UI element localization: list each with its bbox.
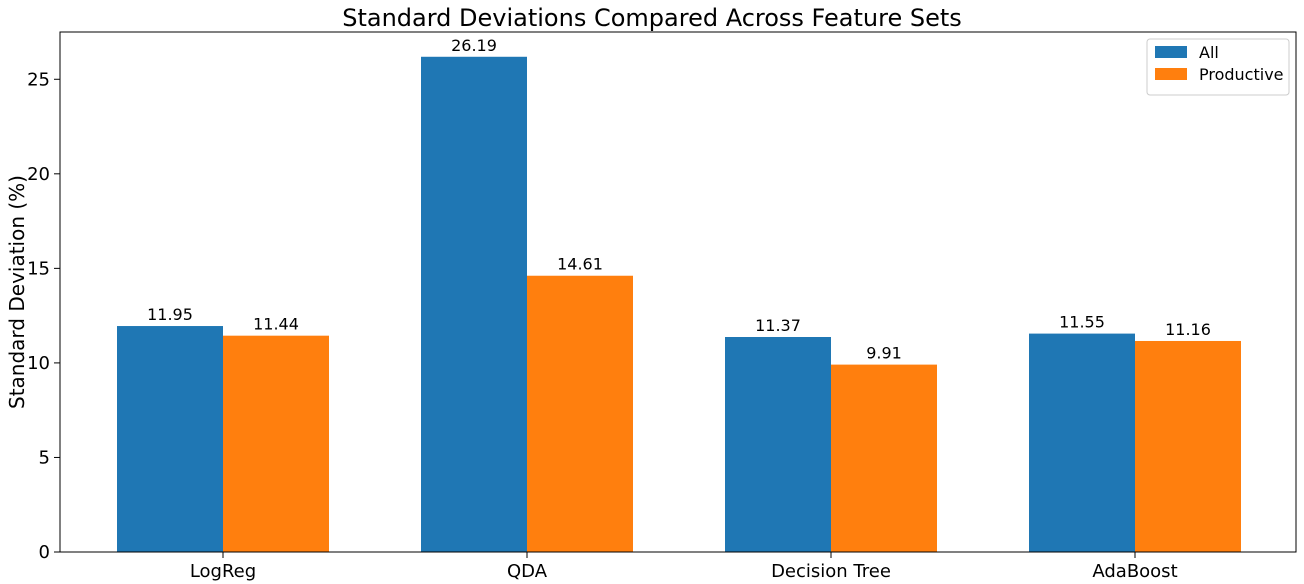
x-axis-ticks: LogReg QDA Decision Tree AdaBoost: [190, 552, 1178, 582]
y-tick-label: 25: [27, 69, 50, 90]
y-tick-label: 15: [27, 258, 50, 279]
data-label: 11.16: [1165, 320, 1211, 339]
bars-group: [117, 56, 1241, 553]
legend-label: All: [1199, 43, 1219, 62]
y-tick-label: 20: [27, 164, 50, 185]
bar-productive-adaboost: [1135, 340, 1241, 552]
y-axis-label: Standard Deviation (%): [5, 175, 29, 409]
bar-all-qda: [421, 56, 527, 553]
bar-productive-logreg: [223, 335, 329, 552]
legend-label: Productive: [1199, 65, 1284, 84]
y-tick-label: 0: [39, 542, 50, 563]
data-label: 11.55: [1059, 313, 1105, 332]
bar-productive-decision-tree: [831, 364, 937, 552]
chart-title: Standard Deviations Compared Across Feat…: [342, 4, 962, 32]
data-label: 11.37: [755, 316, 801, 335]
x-tick-label: LogReg: [190, 561, 256, 582]
bar-all-logreg: [117, 326, 223, 552]
data-label: 9.91: [866, 344, 902, 363]
bar-all-adaboost: [1029, 333, 1135, 552]
legend-swatch: [1155, 68, 1187, 80]
y-tick-label: 10: [27, 353, 50, 374]
data-label: 11.44: [253, 315, 299, 334]
data-labels-group: 11.95 26.19 11.37 11.55 11.44 14.61 9.91 11.16: [147, 36, 1211, 363]
legend-swatch: [1155, 46, 1187, 58]
x-tick-label: AdaBoost: [1092, 561, 1177, 582]
x-tick-label: QDA: [507, 561, 548, 582]
plot-frame: [59, 31, 1297, 553]
data-label: 11.95: [147, 305, 193, 324]
bar-all-decision-tree: [725, 337, 831, 552]
data-label: 26.19: [451, 36, 497, 55]
y-tick-label: 5: [39, 447, 50, 468]
bar-productive-qda: [527, 275, 633, 552]
x-tick-label: Decision Tree: [771, 561, 891, 582]
legend: All Productive: [1146, 38, 1290, 96]
y-axis-ticks: 0 5 10 15 20 25: [27, 69, 60, 563]
data-label: 14.61: [557, 255, 603, 274]
